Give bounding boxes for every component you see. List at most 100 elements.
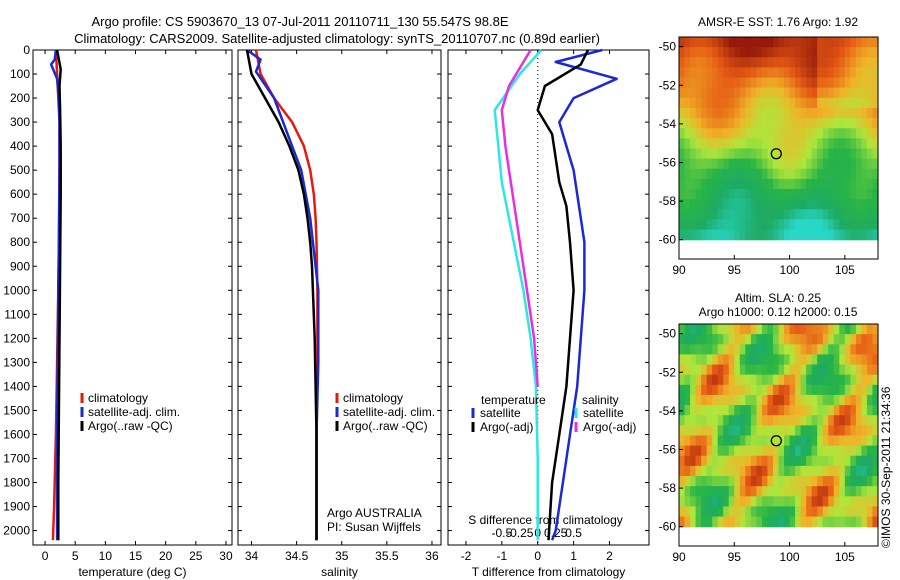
map-cell — [817, 209, 824, 221]
map-cell — [767, 486, 774, 497]
map-cell — [789, 425, 796, 437]
map-cell — [712, 516, 719, 528]
map-cell — [811, 219, 818, 231]
map-cell — [778, 128, 785, 139]
map-cell — [767, 324, 774, 335]
map-cell — [756, 97, 763, 109]
map-cell — [784, 77, 791, 89]
map-cell — [684, 476, 691, 487]
map-cell — [772, 354, 780, 366]
map-cell — [723, 47, 730, 58]
map-cell — [684, 168, 691, 180]
map-cell — [872, 496, 879, 508]
map-cell — [800, 178, 807, 190]
map-cell — [844, 364, 851, 376]
map-cell — [772, 67, 780, 79]
map-cell — [723, 506, 730, 518]
map-cell — [806, 47, 813, 58]
map-cell — [828, 209, 835, 221]
map-cell — [778, 476, 785, 487]
map-cell — [706, 189, 713, 200]
map-cell — [795, 148, 802, 160]
map-cell — [723, 415, 730, 426]
map-cell — [739, 47, 746, 58]
map-cell — [861, 87, 868, 99]
x-tick-label: 34 — [245, 549, 259, 563]
map-cell — [767, 77, 774, 89]
map-cell — [822, 384, 829, 396]
map-cell — [811, 229, 818, 241]
map-cell — [817, 445, 824, 457]
map-cell — [811, 476, 818, 487]
map-cell — [844, 405, 851, 416]
map-cell — [679, 178, 686, 190]
map-cell — [822, 506, 829, 518]
map-cell — [784, 158, 791, 170]
map-cell — [817, 77, 824, 89]
map-cell — [728, 97, 735, 109]
map-cell — [723, 128, 730, 139]
map-cell — [833, 209, 840, 221]
map-cell — [806, 57, 813, 68]
map-cell — [734, 506, 741, 518]
map-cell — [750, 334, 757, 345]
map-cell — [828, 168, 835, 180]
map-cell — [734, 219, 741, 231]
map-cell — [706, 67, 713, 79]
map-cell — [806, 138, 813, 150]
map-cell — [728, 219, 735, 231]
map-cell — [723, 77, 730, 89]
map-cell — [778, 229, 785, 241]
map-cell — [728, 189, 735, 200]
map-cell — [833, 384, 840, 396]
map-cell — [778, 516, 785, 528]
map-cell — [866, 178, 874, 190]
map-cell — [745, 384, 752, 396]
map-cell — [833, 405, 840, 416]
map-cell — [767, 435, 774, 447]
map-cell — [712, 138, 719, 150]
map-cell — [822, 374, 829, 386]
map-cell — [767, 158, 774, 170]
map-cell — [701, 138, 708, 150]
map-cell — [734, 209, 741, 221]
map-cell — [767, 219, 774, 231]
map-cell — [866, 189, 874, 200]
map-cell — [778, 334, 785, 345]
map-cell — [723, 107, 730, 119]
map-cell — [833, 97, 840, 109]
map-cell — [772, 199, 780, 210]
map-cell — [866, 199, 874, 210]
map-cell — [695, 138, 702, 150]
map-cell — [723, 425, 730, 437]
map-cell — [833, 107, 840, 119]
map-cell — [739, 148, 746, 160]
map-cell — [850, 168, 857, 180]
map-cell — [701, 219, 708, 231]
map-cell — [800, 334, 807, 345]
map-cell — [690, 445, 697, 457]
map-cell — [839, 465, 846, 477]
map-cell — [723, 486, 730, 497]
map-cell — [739, 324, 746, 335]
map-cell — [739, 189, 746, 200]
y-tick-label: 300 — [10, 115, 30, 129]
map-cell — [861, 128, 868, 139]
map-cell — [784, 374, 791, 386]
map-cell — [739, 168, 746, 180]
map-cell — [717, 425, 724, 437]
map-cell — [717, 364, 724, 376]
map-cell — [690, 344, 697, 355]
map-cell — [784, 476, 791, 487]
map-cell — [855, 405, 863, 416]
map-cell — [728, 425, 735, 437]
map-cell — [756, 334, 763, 345]
map-cell — [761, 405, 769, 416]
map-cell — [761, 67, 769, 79]
map-cell — [739, 394, 746, 406]
map-cell — [839, 384, 846, 396]
map-cell — [739, 128, 746, 139]
map-cell — [806, 77, 813, 89]
map-x-tick-label: 105 — [835, 263, 855, 277]
map-cell — [866, 324, 874, 335]
